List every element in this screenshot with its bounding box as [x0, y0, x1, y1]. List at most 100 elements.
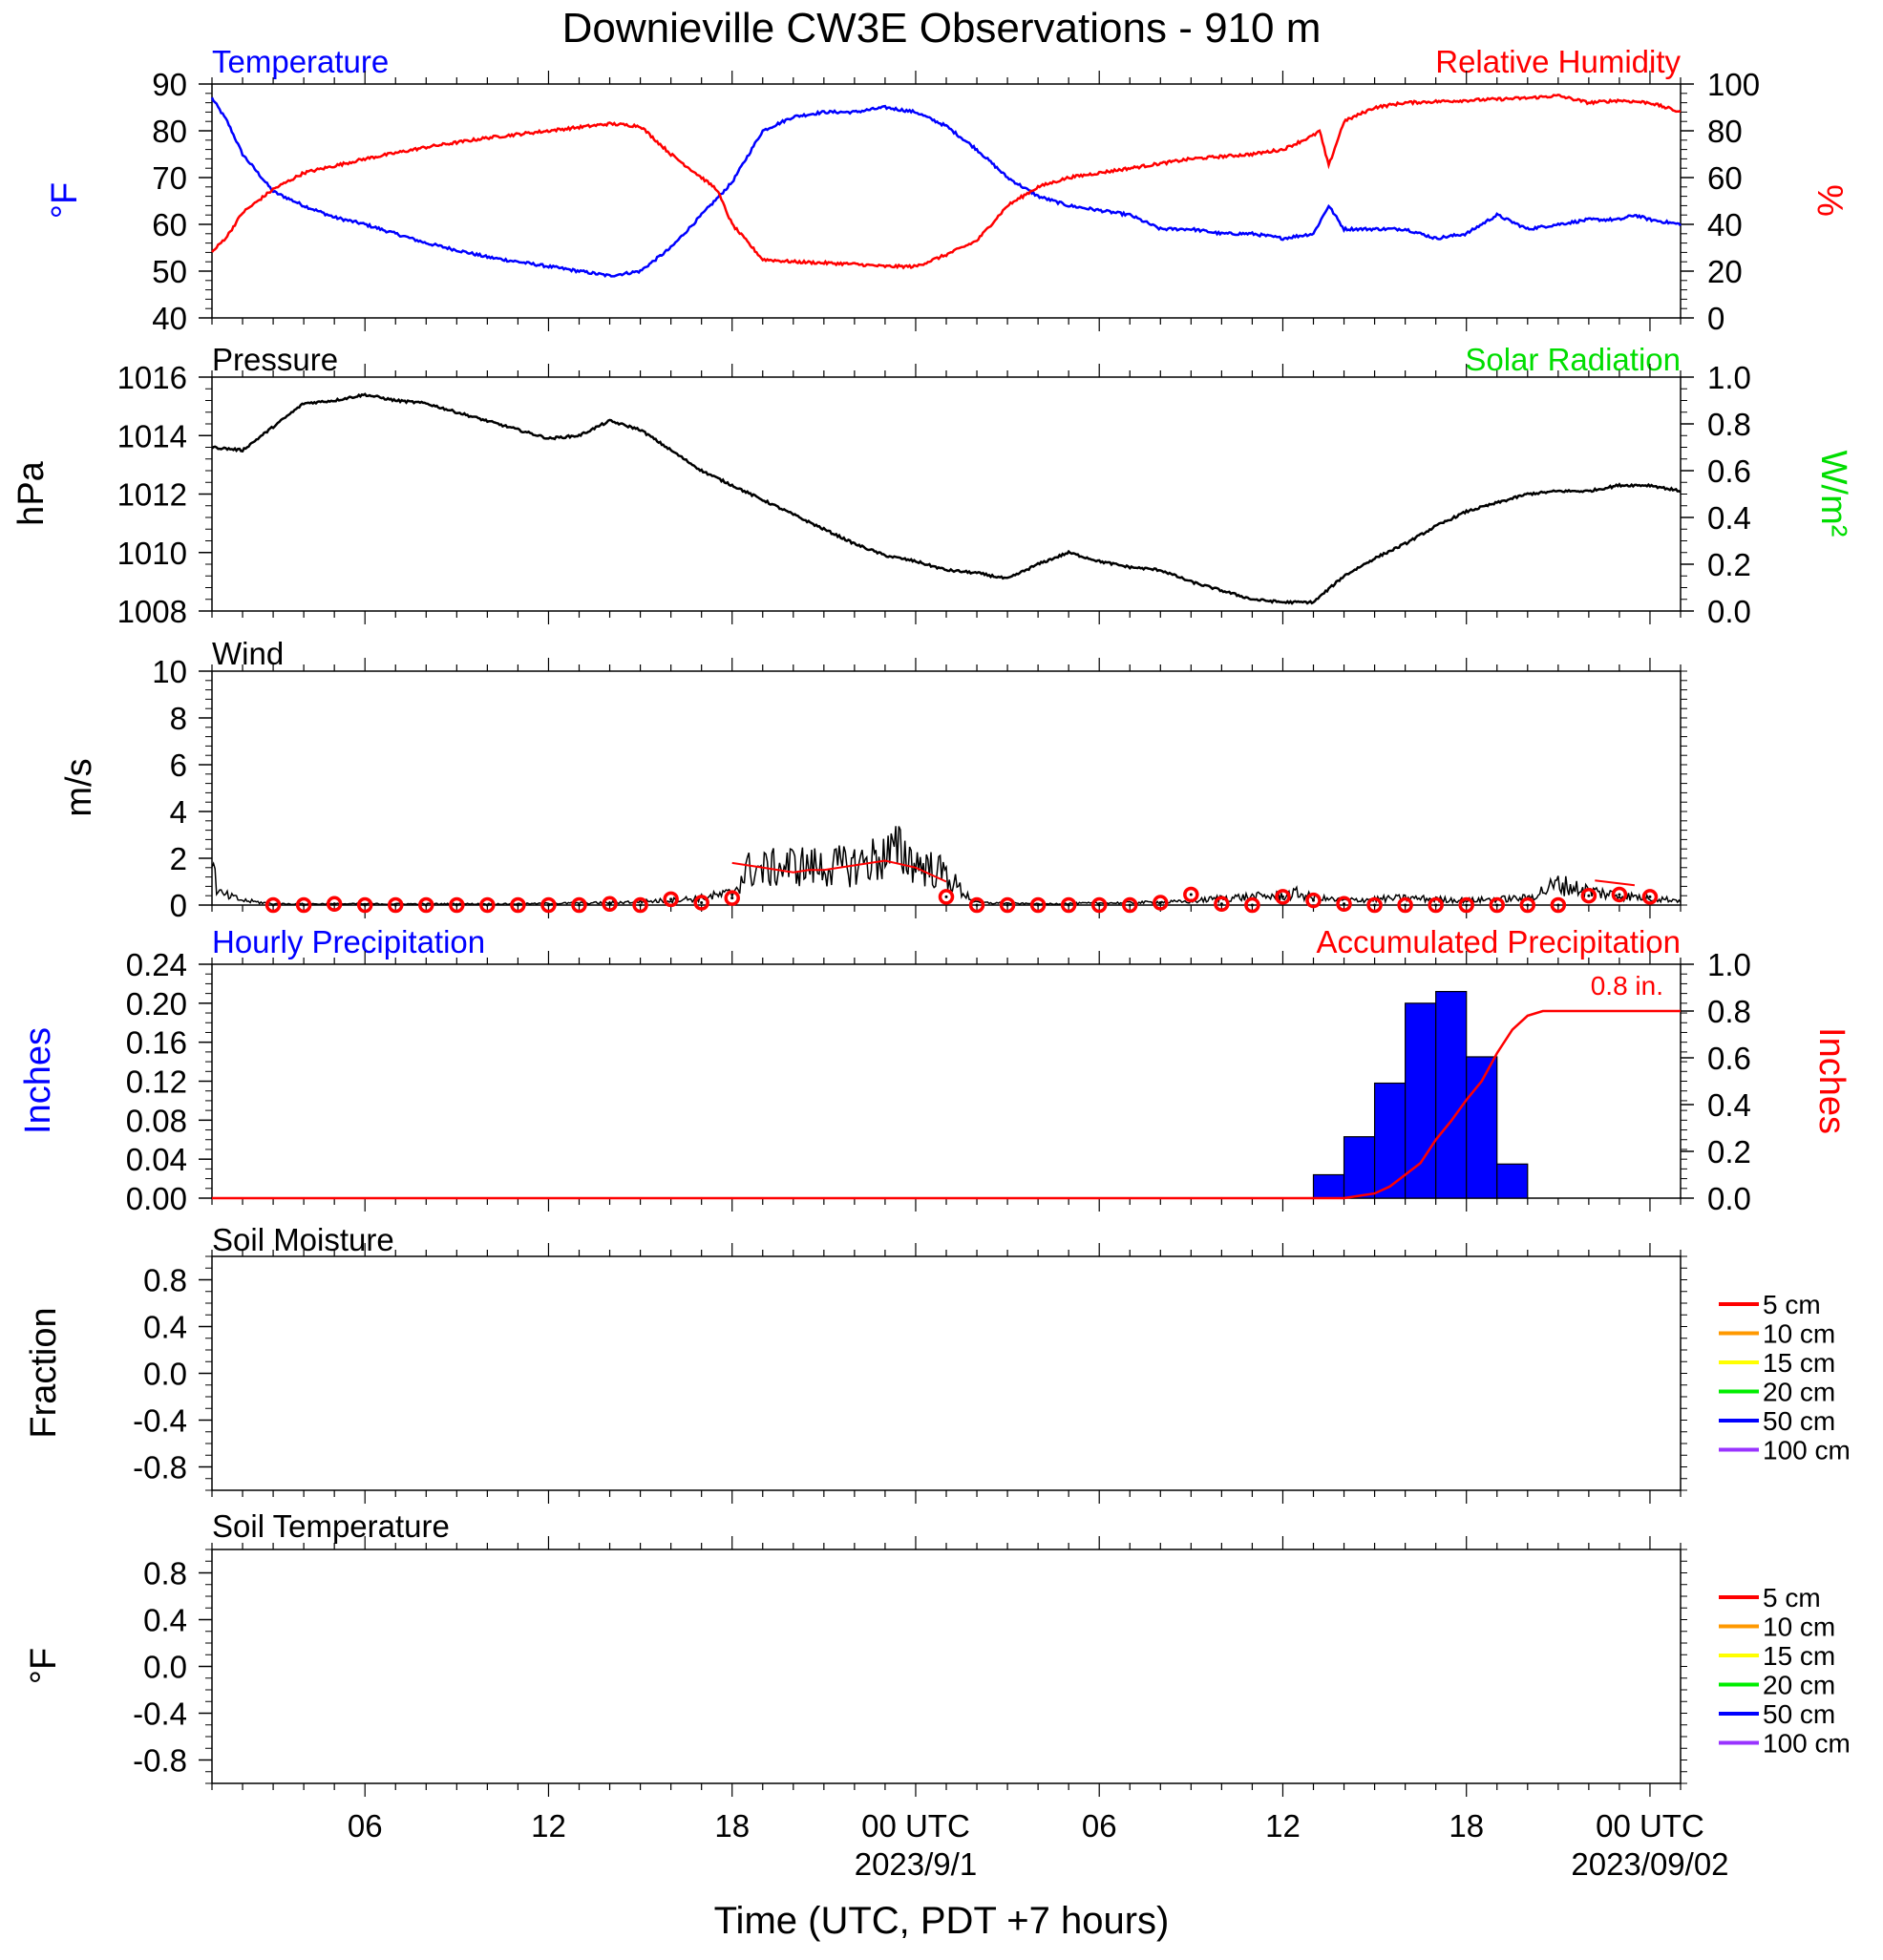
hourly-wind-marker	[663, 891, 679, 908]
accum-precip-annotation: 0.8 in.	[1591, 971, 1663, 1001]
hourly-wind-marker-dot	[1404, 903, 1407, 907]
hourly-wind-marker-dot	[1005, 903, 1009, 907]
hourly-precip-label: Hourly Precipitation	[212, 924, 485, 959]
temperature-unit: °F	[45, 182, 85, 219]
hourly-wind-marker-dot	[332, 902, 336, 906]
temperature-humidity-panel: Temperature Relative Humidity °F % 40 50 6…	[45, 44, 1850, 336]
y-tick-label: 1010	[117, 536, 187, 571]
precip-bar	[1496, 1163, 1529, 1199]
y-tick-label: 0.8	[1707, 407, 1751, 442]
legend-label: 100 cm	[1763, 1729, 1851, 1759]
soil-temperature-unit: °F	[24, 1648, 64, 1684]
hourly-wind-marker	[999, 896, 1016, 914]
hourly-wind-marker	[1153, 895, 1169, 911]
hourly-wind-marker-dot	[1250, 903, 1254, 907]
soil-temperature-label: Soil Temperature	[212, 1508, 450, 1544]
precip-bar	[1466, 1056, 1498, 1199]
x-tick-label: 00 UTC	[861, 1808, 970, 1844]
solar-axis-ticks: 0.0 0.2 0.4 0.6 0.8 1.0	[1681, 360, 1751, 629]
hourly-precip-bars	[1312, 990, 1529, 1199]
hourly-wind-marker	[693, 895, 709, 911]
x-tick-label: 06	[1082, 1808, 1117, 1844]
y-tick-label: 100	[1707, 67, 1760, 102]
hourly-wind-marker-dot	[1036, 903, 1040, 907]
wind-label: Wind	[212, 636, 284, 671]
legend-label: 20 cm	[1763, 1671, 1835, 1700]
hourly-wind-marker-dot	[1495, 903, 1499, 907]
hourly-wind-marker	[326, 896, 343, 913]
precip-bar	[1373, 1082, 1407, 1199]
humidity-axis-ticks: 0 20 40 60 80 100	[1681, 67, 1760, 336]
legend-label: 15 cm	[1763, 1641, 1835, 1671]
hourly-wind-marker	[1489, 896, 1505, 914]
soil-moisture-axis-ticks: -0.8 -0.4 0.0 0.4 0.8	[133, 1255, 1687, 1491]
hourly-wind-marker-dot	[1128, 903, 1132, 907]
y-tick-label: 0.0	[143, 1650, 187, 1685]
soil-moisture-panel: Soil Moisture Fraction -0.8 -0.4 0.0 0.4 0.8…	[24, 1222, 1851, 1504]
y-tick-label: 0.8	[143, 1263, 187, 1298]
hourly-wind-marker-dot	[1067, 903, 1070, 907]
hourly-wind-marker	[1397, 896, 1413, 914]
legend-label: 5 cm	[1763, 1290, 1821, 1319]
y-tick-label: 0.8	[143, 1556, 187, 1591]
gust-line	[731, 859, 947, 883]
hourly-wind-marker	[1183, 886, 1199, 903]
y-tick-label: 0.0	[143, 1357, 187, 1392]
hourly-wind-marker	[418, 896, 434, 914]
x-tick-label: 18	[714, 1808, 750, 1844]
hourly-wind-marker	[540, 896, 557, 914]
hourly-wind-marker	[968, 896, 985, 914]
hourly-wind-marker-dot	[975, 903, 979, 907]
legend-label: 20 cm	[1763, 1378, 1835, 1407]
hourly-wind-marker	[1611, 886, 1628, 903]
y-tick-label: 90	[152, 67, 187, 102]
legend-label: 10 cm	[1763, 1612, 1835, 1642]
hourly-wind-marker-dot	[1280, 895, 1284, 898]
y-tick-label: 0.6	[1707, 1041, 1751, 1076]
gust-line	[1595, 879, 1636, 887]
soil-temperature-panel: Soil Temperature °F -0.8 -0.4 0.0 0.4 0.8 5 …	[24, 1508, 1851, 1797]
y-tick-label: 1012	[117, 477, 187, 513]
y-tick-label: 0.20	[126, 986, 187, 1022]
y-tick-label: 0.4	[143, 1603, 187, 1638]
panel-frame	[211, 376, 1682, 612]
hourly-wind-marker	[1244, 896, 1260, 914]
hourly-wind-marker-dot	[1434, 903, 1438, 907]
y-tick-label: 0.4	[143, 1310, 187, 1345]
wind-axis-ticks: 0 2 4 6 8 10	[152, 654, 1687, 923]
hourly-wind-marker-dot	[608, 902, 612, 906]
pressure-line	[211, 392, 1682, 605]
y-tick-label: 40	[1707, 207, 1743, 242]
hourly-wind-marker	[264, 896, 282, 914]
y-tick-label: 50	[152, 254, 187, 289]
hourly-wind-marker-dot	[1189, 893, 1193, 896]
hourly-wind-marker-dot	[1465, 903, 1469, 907]
hourly-wind-marker	[356, 896, 373, 914]
time-ticks	[211, 1536, 1682, 1797]
hourly-wind-marker	[1550, 896, 1567, 914]
hourly-wind-marker	[724, 890, 740, 906]
y-tick-label: -0.4	[133, 1403, 187, 1439]
y-tick-label: 10	[152, 654, 187, 689]
hourly-wind-marker-dot	[271, 903, 275, 907]
hourly-wind-marker	[1122, 896, 1138, 914]
temperature-line	[210, 96, 1682, 278]
x-tick-label: 00 UTC	[1596, 1808, 1704, 1844]
hourly-wind-marker-dot	[485, 903, 489, 907]
hourly-wind-marker	[388, 896, 404, 914]
precip-bar	[1435, 990, 1468, 1199]
time-ticks	[211, 364, 1682, 624]
soil-moisture-label: Soil Moisture	[212, 1222, 394, 1257]
humidity-line	[211, 94, 1682, 270]
hourly-wind-marker-dot	[1648, 895, 1652, 898]
temperature-axis-ticks: 40 50 60 70 80 90	[152, 67, 1687, 336]
y-tick-label: -0.8	[133, 1450, 187, 1486]
chart-title: Downieville CW3E Observations - 910 m	[562, 5, 1322, 52]
hourly-wind-marker	[479, 896, 496, 914]
hourly-wind-marker	[1336, 896, 1352, 913]
precip-bar	[1343, 1136, 1376, 1199]
hourly-wind-marker-dot	[1219, 902, 1223, 906]
panel-frame	[211, 1549, 1682, 1784]
legend-label: 50 cm	[1763, 1699, 1835, 1729]
